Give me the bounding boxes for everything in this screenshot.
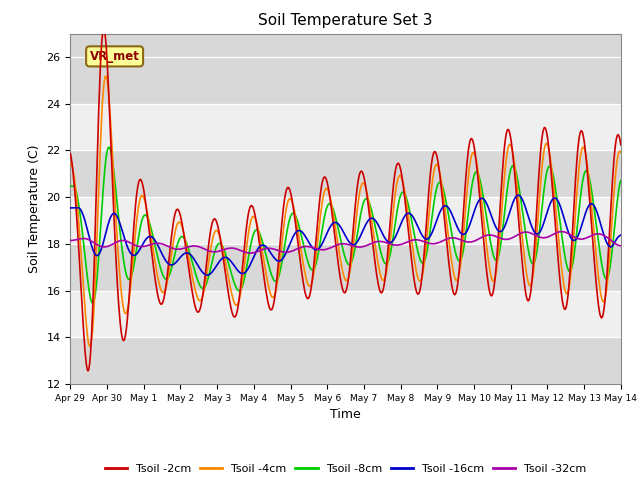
Tsoil -8cm — [414, 249, 422, 255]
Tsoil -4cm — [77, 240, 84, 246]
Tsoil -32cm — [67, 238, 74, 243]
Tsoil -8cm — [134, 234, 142, 240]
Tsoil -16cm — [413, 222, 421, 228]
Tsoil -32cm — [246, 250, 254, 256]
Title: Soil Temperature Set 3: Soil Temperature Set 3 — [259, 13, 433, 28]
Text: VR_met: VR_met — [90, 50, 140, 63]
Tsoil -2cm — [430, 149, 438, 155]
Tsoil -16cm — [515, 192, 522, 198]
Tsoil -2cm — [77, 274, 84, 279]
Tsoil -8cm — [220, 245, 227, 251]
Bar — [70, 290, 621, 337]
Tsoil -4cm — [67, 160, 74, 166]
Tsoil -2cm — [84, 368, 92, 374]
X-axis label: Time: Time — [330, 408, 361, 421]
Tsoil -16cm — [133, 251, 141, 256]
Tsoil -16cm — [77, 206, 84, 212]
Legend: Tsoil -2cm, Tsoil -4cm, Tsoil -8cm, Tsoil -16cm, Tsoil -32cm: Tsoil -2cm, Tsoil -4cm, Tsoil -8cm, Tsoi… — [100, 460, 591, 479]
Tsoil -8cm — [430, 199, 438, 205]
Tsoil -16cm — [204, 272, 211, 278]
Tsoil -2cm — [220, 257, 227, 263]
Tsoil -2cm — [191, 300, 198, 306]
Tsoil -4cm — [220, 249, 227, 255]
Tsoil -2cm — [67, 151, 74, 156]
Tsoil -32cm — [189, 243, 196, 249]
Tsoil -4cm — [414, 275, 422, 281]
Tsoil -16cm — [617, 232, 625, 238]
Tsoil -2cm — [414, 291, 422, 297]
Tsoil -32cm — [218, 247, 226, 253]
Tsoil -2cm — [617, 142, 625, 148]
Tsoil -8cm — [105, 144, 113, 150]
Tsoil -32cm — [617, 243, 625, 249]
Tsoil -32cm — [133, 243, 141, 249]
Tsoil -16cm — [189, 254, 196, 260]
Tsoil -32cm — [77, 236, 84, 241]
Tsoil -4cm — [102, 73, 109, 79]
Tsoil -32cm — [429, 241, 437, 247]
Tsoil -8cm — [617, 178, 625, 184]
Line: Tsoil -8cm: Tsoil -8cm — [70, 147, 621, 303]
Tsoil -8cm — [67, 183, 74, 189]
Tsoil -4cm — [86, 343, 93, 349]
Y-axis label: Soil Temperature (C): Soil Temperature (C) — [28, 144, 41, 273]
Tsoil -2cm — [134, 180, 142, 186]
Line: Tsoil -16cm: Tsoil -16cm — [70, 195, 621, 275]
Tsoil -8cm — [89, 300, 97, 306]
Bar — [70, 197, 621, 244]
Tsoil -4cm — [191, 284, 198, 289]
Tsoil -2cm — [100, 26, 108, 32]
Tsoil -8cm — [77, 213, 84, 219]
Line: Tsoil -2cm: Tsoil -2cm — [70, 29, 621, 371]
Bar — [70, 104, 621, 150]
Line: Tsoil -32cm: Tsoil -32cm — [70, 231, 621, 253]
Tsoil -32cm — [558, 228, 566, 234]
Line: Tsoil -4cm: Tsoil -4cm — [70, 76, 621, 346]
Tsoil -8cm — [191, 267, 198, 273]
Tsoil -32cm — [413, 237, 421, 243]
Tsoil -16cm — [67, 205, 74, 211]
Tsoil -4cm — [134, 204, 142, 209]
Tsoil -4cm — [617, 149, 625, 155]
Tsoil -16cm — [429, 227, 437, 233]
Tsoil -16cm — [219, 255, 227, 261]
Tsoil -4cm — [430, 168, 438, 174]
